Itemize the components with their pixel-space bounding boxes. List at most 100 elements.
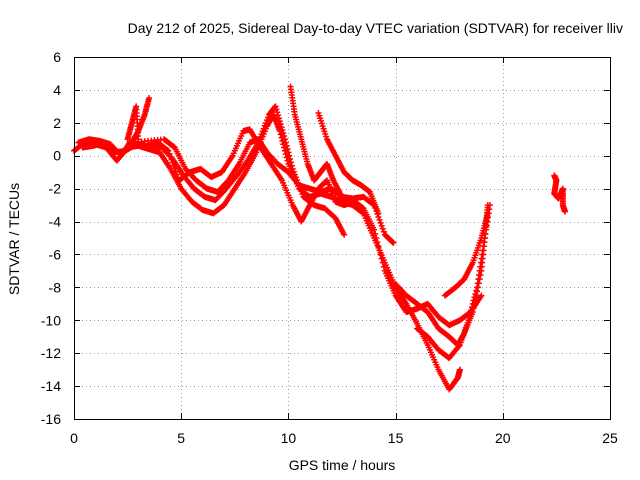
data-point (284, 146, 291, 153)
data-point (472, 290, 479, 297)
data-point (274, 109, 281, 116)
data-point (260, 125, 267, 132)
y-tick-label: -10 (41, 312, 61, 328)
series-track-5 (124, 103, 142, 143)
data-point (470, 297, 477, 304)
series-track-3 (79, 126, 485, 329)
data-point (172, 168, 179, 175)
data-point (466, 313, 473, 320)
data-point (469, 300, 476, 307)
x-tick-label: 20 (495, 430, 511, 446)
data-point (376, 247, 383, 254)
data-point (465, 317, 472, 324)
data-point (468, 304, 475, 311)
data-point (285, 149, 292, 156)
data-point (467, 310, 474, 317)
data-point (380, 228, 387, 235)
chart-title: Day 212 of 2025, Sidereal Day-to-day VTE… (128, 20, 623, 36)
data-point (258, 131, 265, 138)
x-axis-title: GPS time / hours (289, 457, 396, 473)
data-point (290, 168, 297, 175)
data-point (263, 117, 270, 124)
data-point (377, 219, 384, 226)
data-point (277, 121, 284, 128)
data-point (287, 159, 294, 166)
data-point (265, 114, 272, 121)
data-point (169, 159, 176, 166)
y-tick-label: -8 (49, 279, 62, 295)
data-point (471, 294, 478, 301)
data-point (275, 112, 282, 119)
data-point (339, 193, 345, 200)
series-track-10 (414, 202, 493, 362)
data-point (389, 239, 396, 246)
data-point (468, 307, 475, 314)
data-point (272, 103, 279, 110)
data-point (373, 235, 380, 241)
data-point (135, 136, 142, 143)
data-point (288, 162, 295, 169)
y-tick-label: -4 (49, 214, 62, 230)
y-tick-label: -14 (41, 378, 61, 394)
x-tick-label: 15 (388, 430, 404, 446)
data-point (378, 222, 385, 229)
data-point (473, 287, 480, 294)
data-point (299, 191, 306, 198)
data-point (286, 152, 293, 159)
data-point (173, 171, 180, 178)
data-point (379, 225, 386, 232)
data-point (298, 188, 305, 195)
data-point (278, 124, 285, 131)
data-point (377, 251, 384, 258)
plot-frame (74, 57, 611, 420)
data-point (390, 239, 397, 246)
data-point (379, 259, 386, 266)
axis-ticks (74, 57, 611, 420)
data-point (273, 106, 280, 113)
y-tick-label: 2 (53, 115, 61, 131)
x-tick-label: 10 (281, 430, 297, 446)
data-point (259, 128, 266, 135)
data-point (376, 216, 383, 223)
data-point (262, 119, 269, 126)
data-point (170, 162, 177, 169)
y-tick-label: -12 (41, 345, 61, 361)
data-point (164, 146, 171, 153)
y-tick-label: 4 (53, 82, 61, 98)
axis-tick-labels: 0 5 10 15 20 25 -16 -14 -12 -10 -8 -6 -4 -2 0 2 4 6 (41, 49, 618, 446)
data-point (280, 130, 287, 137)
series-track-4 (128, 95, 397, 246)
data-point (275, 115, 282, 122)
grid (74, 57, 610, 419)
data-points (71, 83, 568, 393)
series-track-7 (315, 109, 382, 217)
y-tick-label: 0 (53, 148, 61, 164)
data-point (287, 156, 294, 163)
data-point (165, 147, 172, 154)
data-point (167, 153, 174, 160)
data-point (166, 150, 173, 157)
data-point (282, 139, 289, 146)
data-point (289, 165, 296, 172)
x-tick-label: 5 (177, 430, 185, 446)
data-point (561, 208, 568, 215)
data-point (279, 127, 286, 134)
data-point (276, 118, 283, 125)
data-point (375, 243, 382, 250)
x-tick-label: 25 (602, 430, 618, 446)
data-point (374, 239, 381, 246)
data-point (171, 165, 178, 172)
data-point (281, 136, 288, 143)
data-point (478, 292, 485, 299)
series-track-11 (551, 172, 568, 215)
data-point (281, 132, 288, 139)
series-track-6 (287, 83, 345, 200)
data-point (168, 156, 175, 163)
data-point (380, 263, 387, 270)
data-point (378, 255, 385, 262)
data-point (371, 226, 378, 233)
y-tick-label: -2 (49, 181, 62, 197)
data-point (456, 366, 463, 373)
data-point (486, 202, 493, 209)
